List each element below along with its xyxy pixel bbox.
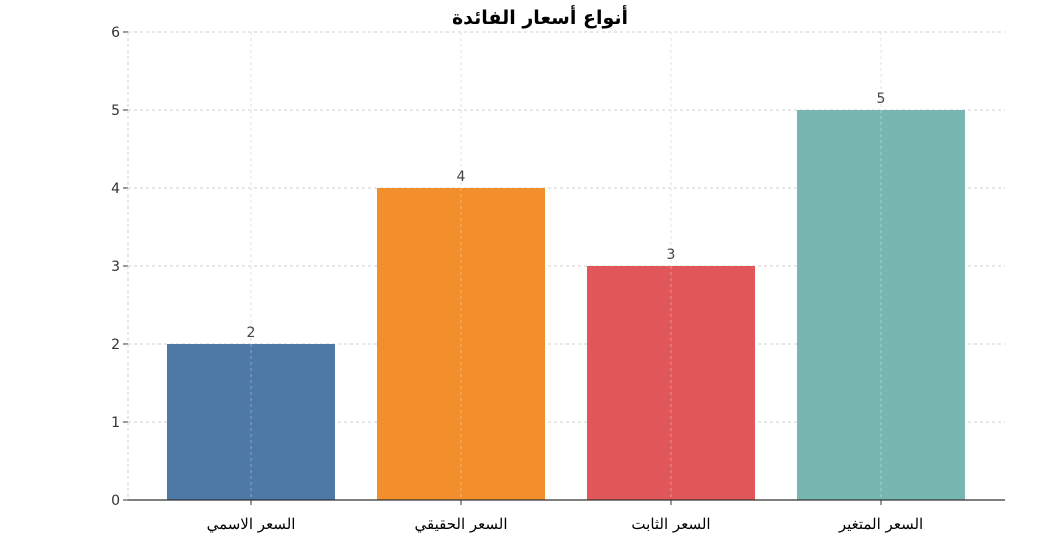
bars: 2 4 3 5: [167, 32, 965, 500]
bar: [167, 344, 335, 500]
x-tick-label: السعر الحقيقي: [414, 515, 507, 533]
y-tick-label: 5: [111, 103, 120, 119]
axes: 0 1 2 3 4 5 6 السعر الاسمي السعر الحقيقي السعر ال…: [111, 25, 1005, 533]
bar: [587, 266, 755, 500]
x-tick-label: السعر الاسمي: [207, 515, 296, 533]
y-tick-label: 6: [111, 25, 120, 41]
chart-title: أنواع أسعار الفائدة: [452, 5, 628, 29]
data-label: 2: [247, 325, 256, 341]
bar: [377, 188, 545, 500]
y-tick-label: 1: [111, 415, 120, 431]
data-label: 4: [457, 169, 466, 185]
x-tick-label: السعر المتغير: [838, 515, 923, 533]
data-label: 5: [877, 91, 886, 107]
y-tick-label: 0: [111, 493, 120, 509]
y-tick-label: 4: [111, 181, 120, 197]
y-tick-label: 2: [111, 337, 120, 353]
y-tick-label: 3: [111, 259, 120, 275]
data-label: 3: [667, 247, 676, 263]
x-tick-label: السعر الثابت: [631, 515, 710, 533]
bar: [797, 110, 965, 500]
